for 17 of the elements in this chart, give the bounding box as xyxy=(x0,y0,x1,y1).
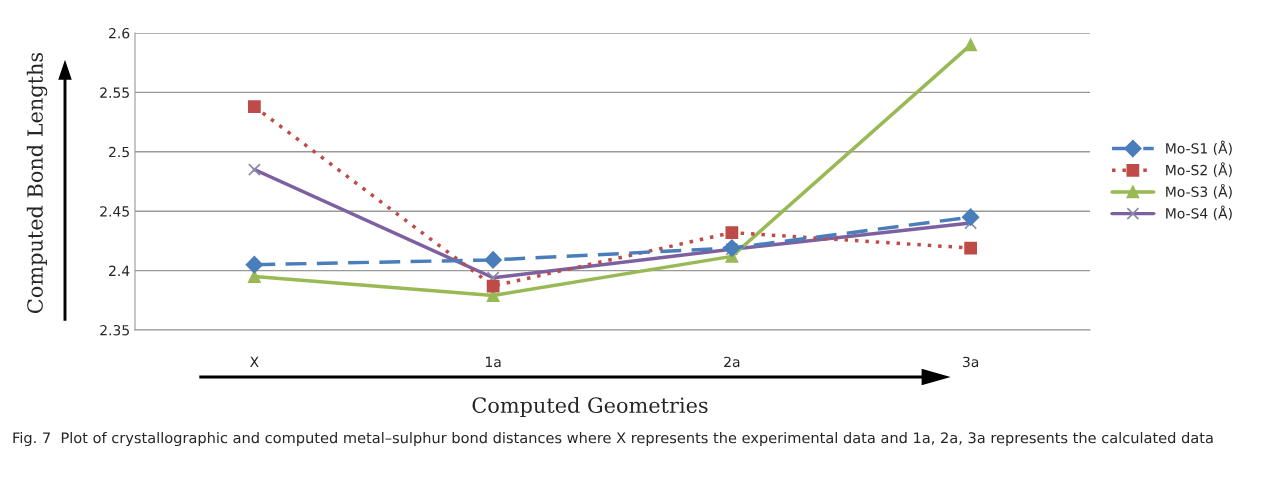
y-tick-label: 2.6 xyxy=(109,27,130,39)
x-tick-label: 1a xyxy=(485,356,501,368)
caption: Fig. 7 Plot of crystallographic and computed metal–sulphur bond distances where X represents the experimental data and 1a, 2a, 3a represents the calculated data xyxy=(13,432,1213,447)
y-tick-label: 2.4 xyxy=(109,265,130,276)
x-tick-label: 2a xyxy=(724,356,740,368)
y-tick-label: 2.55 xyxy=(100,87,129,98)
y-tick-label: 2.45 xyxy=(100,206,129,217)
legend-label: Mo-S2 (Å) xyxy=(1166,162,1232,177)
legend-label: Mo-S3 (Å) xyxy=(1166,183,1232,199)
x-tick-label: 3a xyxy=(963,356,979,368)
x-tick-label: X xyxy=(250,356,259,367)
y-axis-title: Computed Bond Lengths xyxy=(26,52,48,313)
legend-label: Mo-S1 (Å) xyxy=(1166,140,1232,156)
legend-label: Mo-S4 (Å) xyxy=(1166,205,1232,221)
y-tick-label: 2.35 xyxy=(100,324,129,336)
x-axis-title: Computed Geometries xyxy=(472,396,708,418)
y-tick-label: 2.5 xyxy=(109,146,129,158)
